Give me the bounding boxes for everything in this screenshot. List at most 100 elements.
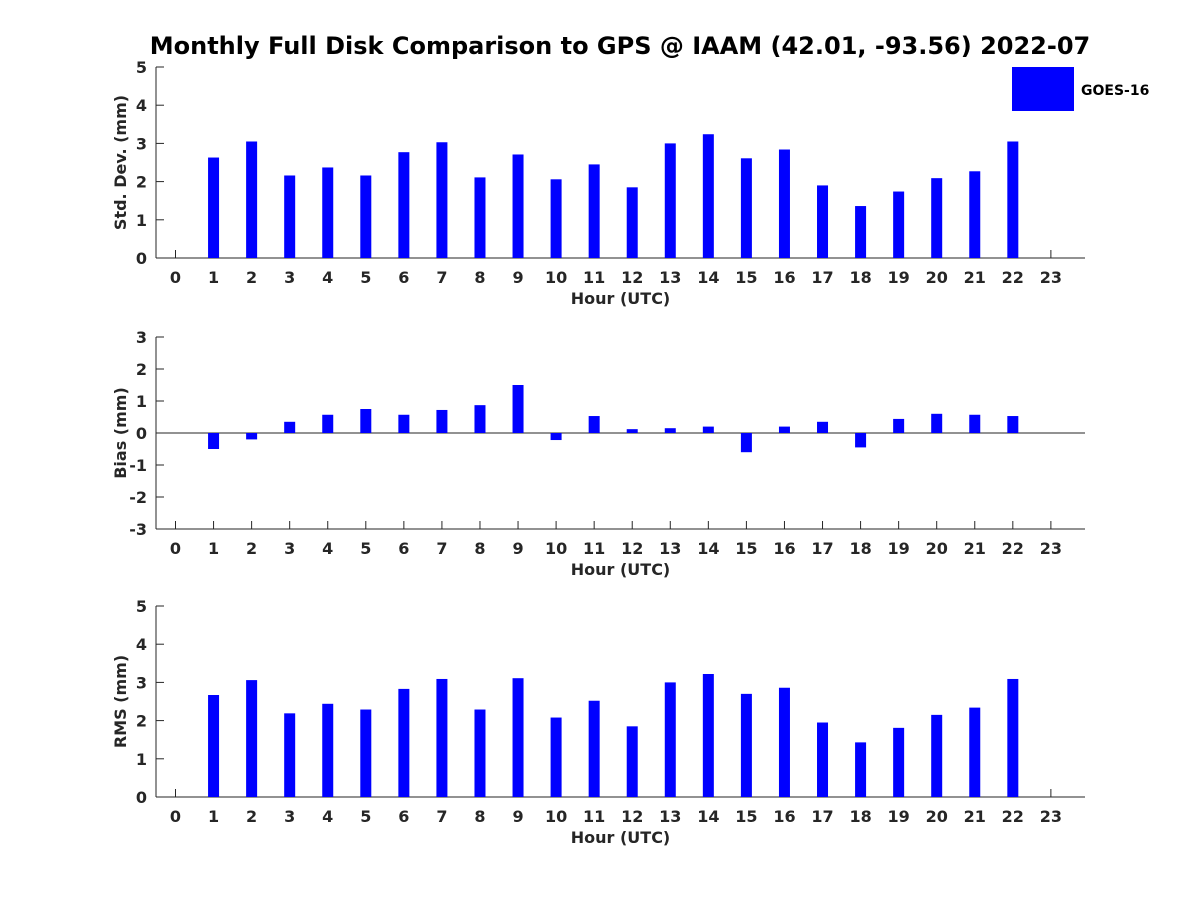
y-tick-label: 4 [136, 96, 147, 115]
x-tick-label: 3 [284, 539, 295, 558]
bar-hour-20 [931, 413, 943, 433]
bar-hour-7 [436, 142, 448, 258]
bar-hour-15 [740, 433, 752, 453]
y-tick-label: 2 [136, 360, 147, 379]
x-tick-label: 7 [436, 539, 447, 558]
x-tick-label: 13 [659, 807, 681, 826]
chart-title: Monthly Full Disk Comparison to GPS @ IA… [150, 32, 1090, 60]
bar-hour-2 [246, 433, 258, 440]
x-tick-label: 10 [545, 807, 567, 826]
bar-hour-9 [512, 385, 524, 433]
bar-hour-20 [931, 714, 943, 797]
x-tick-label: 4 [322, 268, 333, 287]
x-tick-label: 7 [436, 268, 447, 287]
bar-hour-3 [284, 175, 296, 258]
bar-hour-21 [969, 414, 981, 433]
bar-hour-11 [588, 700, 600, 797]
y-tick-label: 0 [136, 788, 147, 807]
x-tick-label: 21 [964, 539, 986, 558]
bar-hour-1 [208, 433, 220, 449]
bar-hour-13 [664, 682, 676, 797]
bar-hour-8 [474, 405, 486, 433]
bar-hour-18 [855, 206, 867, 258]
x-tick-label: 8 [474, 539, 485, 558]
y-tick-label: 5 [136, 58, 147, 77]
bar-hour-21 [969, 707, 981, 797]
x-tick-label: 15 [735, 268, 757, 287]
x-tick-label: 10 [545, 539, 567, 558]
x-tick-label: 14 [697, 807, 719, 826]
x-tick-label: 21 [964, 268, 986, 287]
x-tick-label: 5 [360, 539, 371, 558]
bar-hour-17 [817, 185, 829, 258]
bar-hour-15 [740, 693, 752, 797]
bar-hour-4 [322, 414, 334, 433]
x-tick-label: 23 [1040, 268, 1062, 287]
x-tick-label: 5 [360, 268, 371, 287]
x-tick-label: 9 [512, 268, 523, 287]
y-tick-label: -1 [129, 456, 147, 475]
x-tick-label: 15 [735, 807, 757, 826]
x-tick-label: 6 [398, 268, 409, 287]
x-tick-label: 1 [208, 539, 219, 558]
x-tick-label: 18 [849, 268, 871, 287]
bar-hour-2 [246, 141, 258, 258]
bar-hour-1 [208, 695, 220, 797]
y-tick-label: 2 [136, 173, 147, 192]
bar-hour-3 [284, 713, 296, 797]
x-tick-label: 3 [284, 268, 295, 287]
x-tick-label: 15 [735, 539, 757, 558]
x-tick-label: 17 [811, 268, 833, 287]
y-tick-label: 5 [136, 597, 147, 616]
x-tick-label: 6 [398, 539, 409, 558]
x-tick-label: 16 [773, 539, 795, 558]
bar-hour-6 [398, 152, 410, 258]
bar-hour-18 [855, 742, 867, 797]
bar-hour-14 [702, 426, 714, 433]
x-tick-label: 5 [360, 807, 371, 826]
legend: GOES-16 [1012, 67, 1149, 111]
bar-hour-16 [778, 687, 790, 797]
bar-hour-11 [588, 164, 600, 258]
y-axis-label: Std. Dev. (mm) [111, 95, 130, 230]
bar-hour-13 [664, 143, 676, 258]
x-tick-label: 21 [964, 807, 986, 826]
bar-hour-16 [778, 426, 790, 433]
y-tick-label: -2 [129, 488, 147, 507]
bar-hour-12 [626, 429, 638, 433]
x-tick-label: 22 [1002, 268, 1024, 287]
bar-hour-21 [969, 171, 981, 258]
x-tick-label: 23 [1040, 807, 1062, 826]
bar-hour-5 [360, 409, 372, 433]
bar-hour-7 [436, 409, 448, 433]
x-axis-label: Hour (UTC) [571, 828, 671, 847]
bar-hour-2 [246, 680, 258, 797]
bar-hour-5 [360, 175, 372, 258]
bar-hour-13 [664, 428, 676, 433]
bar-hour-4 [322, 167, 334, 258]
x-tick-label: 12 [621, 807, 643, 826]
bar-hour-20 [931, 178, 943, 258]
x-tick-label: 1 [208, 268, 219, 287]
x-tick-label: 16 [773, 268, 795, 287]
y-tick-label: 4 [136, 635, 147, 654]
bar-hour-14 [702, 673, 714, 797]
y-tick-label: 1 [136, 392, 147, 411]
bar-hour-19 [893, 418, 905, 433]
x-tick-label: 19 [888, 807, 910, 826]
legend-label: GOES-16 [1081, 83, 1149, 99]
y-tick-label: 2 [136, 712, 147, 731]
bar-hour-18 [855, 433, 867, 448]
x-tick-label: 19 [888, 268, 910, 287]
x-tick-label: 22 [1002, 539, 1024, 558]
x-tick-label: 10 [545, 268, 567, 287]
x-tick-label: 12 [621, 268, 643, 287]
x-tick-label: 0 [170, 539, 181, 558]
bar-hour-6 [398, 688, 410, 797]
x-tick-label: 2 [246, 807, 257, 826]
x-axis-label: Hour (UTC) [571, 560, 671, 579]
